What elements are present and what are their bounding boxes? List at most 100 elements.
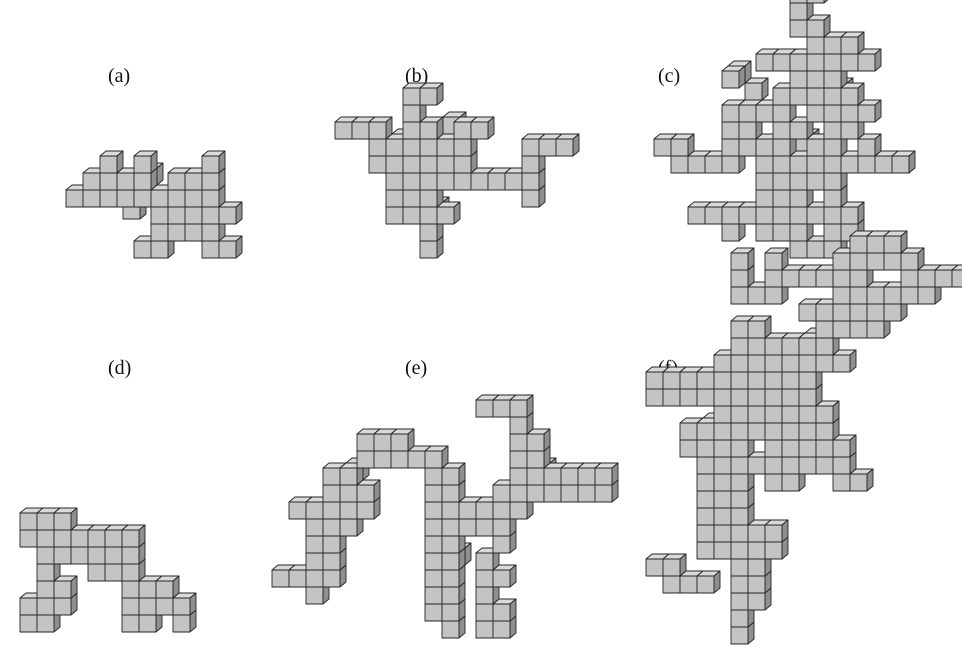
cube	[419, 116, 444, 140]
cube-front-face	[815, 354, 834, 373]
cube-front-face	[696, 473, 715, 492]
cube-front-face	[764, 286, 783, 305]
cube-front-face	[815, 269, 834, 288]
cube-front-face	[815, 320, 834, 339]
cube-front-face	[883, 303, 902, 322]
cube	[730, 247, 755, 271]
cube-front-face	[764, 337, 783, 356]
cube-front-face	[696, 507, 715, 526]
cube-front-face	[764, 252, 783, 271]
cube	[662, 553, 687, 577]
cube-front-face	[849, 303, 868, 322]
cube	[764, 247, 789, 271]
cube-front-face	[390, 433, 409, 452]
cube-front-face	[747, 524, 766, 543]
cube-front-face	[832, 354, 851, 373]
cube-front-face	[747, 422, 766, 441]
cube-front-face	[891, 155, 910, 174]
cube	[509, 394, 534, 418]
cube	[857, 133, 882, 157]
cube-front-face	[798, 354, 817, 373]
cube-front-face	[832, 252, 851, 271]
cube-front-face	[764, 269, 783, 288]
panel-label-e: (e)	[405, 357, 428, 379]
cube-front-face	[730, 269, 749, 288]
cube-front-face	[730, 422, 749, 441]
cube-front-face	[730, 609, 749, 628]
cube-front-face	[679, 388, 698, 407]
cube	[390, 428, 415, 452]
cube	[891, 150, 916, 174]
cube	[470, 116, 495, 140]
cube-front-face	[201, 155, 220, 174]
cube-front-face	[934, 269, 953, 288]
cube-front-face	[679, 371, 698, 390]
cube-front-face	[781, 473, 800, 492]
cube	[526, 428, 551, 452]
cube-front-face	[840, 36, 859, 55]
cube-front-face	[730, 371, 749, 390]
cube-front-face	[866, 286, 885, 305]
cube	[356, 479, 381, 503]
cube-front-face	[781, 371, 800, 390]
cube-front-face	[679, 575, 698, 594]
cube-front-face	[832, 439, 851, 458]
cube	[696, 570, 721, 594]
cube-front-face	[781, 337, 800, 356]
cube-front-face	[832, 473, 851, 492]
cube-front-face	[781, 456, 800, 475]
cube-front-face	[53, 580, 72, 599]
cube	[789, 116, 814, 140]
cube	[218, 235, 243, 259]
cube-front-face	[747, 388, 766, 407]
cube-front-face	[832, 286, 851, 305]
cube-front-face	[866, 235, 885, 254]
cube-front-face	[645, 371, 664, 390]
cube-front-face	[815, 439, 834, 458]
cube-front-face	[470, 121, 489, 140]
cube	[744, 77, 769, 101]
cube	[155, 575, 180, 599]
cube-front-face	[789, 121, 808, 140]
cube-front-face	[670, 138, 689, 157]
cube-front-face	[662, 371, 681, 390]
cube	[849, 468, 874, 492]
cube-front-face	[526, 433, 545, 452]
cube-front-face	[747, 320, 766, 339]
cube-front-face	[509, 399, 528, 418]
cube-front-face	[917, 269, 936, 288]
cube-front-face	[747, 286, 766, 305]
cube-front-face	[815, 337, 834, 356]
cube	[747, 587, 772, 611]
cube-front-face	[713, 388, 732, 407]
cube-front-face	[764, 524, 783, 543]
cube-front-face	[713, 507, 732, 526]
cube-front-face	[679, 439, 698, 458]
cube-front-face	[849, 235, 868, 254]
cube-front-face	[747, 456, 766, 475]
cube-front-face	[218, 206, 237, 225]
cube-front-face	[730, 490, 749, 509]
cube-front-face	[475, 552, 494, 571]
cube-front-face	[815, 303, 834, 322]
cube	[832, 434, 857, 458]
cube-front-face	[696, 575, 715, 594]
cube-front-face	[840, 87, 859, 106]
cube-front-face	[696, 524, 715, 543]
cube-front-face	[713, 405, 732, 424]
cube-front-face	[436, 206, 455, 225]
cube	[419, 82, 444, 106]
cube-front-face	[492, 569, 511, 588]
cube-front-face	[781, 354, 800, 373]
cube-front-face	[730, 286, 749, 305]
cube	[121, 524, 146, 548]
cube-front-face	[594, 467, 613, 486]
cube-front-face	[747, 541, 766, 560]
cube-front-face	[798, 371, 817, 390]
cube-front-face	[857, 138, 876, 157]
panel-label-d: (d)	[108, 357, 132, 379]
cube-front-face	[730, 337, 749, 356]
